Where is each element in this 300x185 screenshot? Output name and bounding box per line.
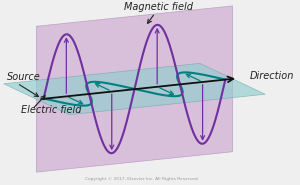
Text: Direction: Direction	[249, 71, 294, 81]
Text: Source: Source	[7, 72, 41, 82]
Polygon shape	[36, 6, 232, 172]
Polygon shape	[4, 63, 265, 115]
Text: Electric field: Electric field	[21, 105, 82, 115]
Text: Copyright © 2017, Elsevier Inc. All Rights Reserved: Copyright © 2017, Elsevier Inc. All Righ…	[85, 177, 197, 181]
Text: Magnetic field: Magnetic field	[124, 2, 193, 12]
